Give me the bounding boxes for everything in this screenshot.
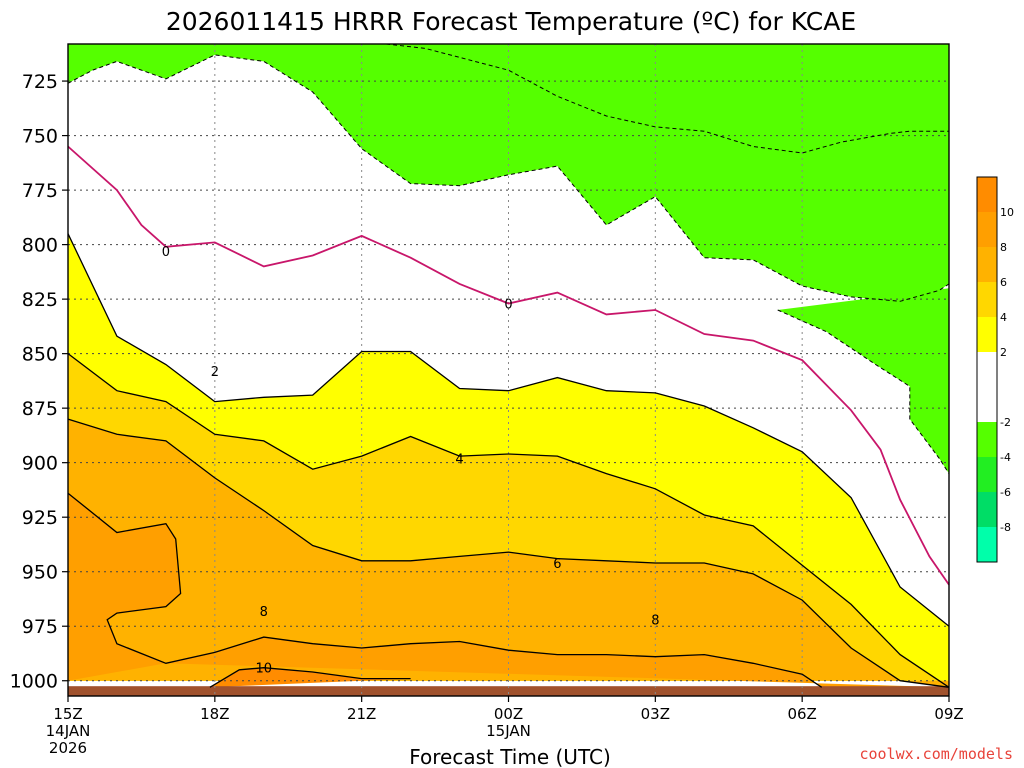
x-tick-label: 03Z [641,705,670,723]
y-tick-label: 1000 [10,671,58,693]
colorbar-tick-label: -4 [1000,451,1011,464]
x-tick-label: 06Z [787,705,816,723]
credit-text: coolwx.com/models [859,745,1013,763]
x-tick-label: 2026 [49,739,87,757]
x-tick-label: 15JAN [486,722,531,740]
x-tick-label: 21Z [347,705,376,723]
isotherm-contours [67,43,950,688]
colorbar-tick-label: 6 [1000,276,1007,289]
x-tick-label: 09Z [934,705,963,723]
y-tick-label: 925 [22,507,58,529]
colorbar-frame [976,176,998,563]
isotherm-6 [67,418,950,688]
contour-minus6 [386,43,949,154]
colorbar-tick-label: 8 [1000,241,1007,254]
y-tick-label: 725 [22,71,58,93]
colorbar-band [977,177,997,212]
contour-label-8: 8 [260,605,268,620]
y-tick-label: 850 [22,344,58,366]
contour-label-0: 0 [504,297,512,312]
colorbar-band [977,527,997,562]
colorbar-tick-label: -8 [1000,521,1011,534]
fill-orange-pool [68,493,181,681]
fill-minus4-band-right [777,288,949,474]
contour-label-2: 2 [211,365,219,380]
colorbar-band [977,282,997,317]
colorbar-band [977,247,997,282]
colorbar-tick-label: -6 [1000,486,1011,499]
contour-label-4: 4 [455,452,463,467]
y-tick-label: 975 [22,616,58,638]
y-tick-label: 875 [22,398,58,420]
colorbar-band [977,457,997,492]
contour-label-10: 10 [256,662,273,677]
freezing-isotherm [67,145,950,586]
contour-minus4-right [777,309,950,474]
x-tick-label: 18Z [200,705,229,723]
x-axis-label: Forecast Time (UTC) [409,745,611,768]
y-tick-label: 950 [22,562,58,584]
y-tick-label: 750 [22,126,58,148]
contour-label-8: 8 [651,614,659,629]
colorbar-tick-label: 2 [1000,346,1007,359]
colorbar-tick-label: 4 [1000,311,1007,324]
contour-label-6: 6 [553,557,561,572]
x-tick-label: 14JAN [46,722,91,740]
fill-dark-orange [209,667,411,688]
contour-label-0: 0 [162,245,170,260]
x-tick-label: 15Z [53,705,82,723]
isotherm-2 [67,233,950,627]
y-tick-label: 800 [22,235,58,257]
colorbar-band [977,492,997,527]
colorbar-band [977,422,997,457]
chart-title: 2026011415 HRRR Forecast Temperature (ºC… [166,7,856,36]
isotherm-4 [67,353,950,688]
x-tick-label: 00Z [494,705,523,723]
colorbar-tick-label: 10 [1000,206,1014,219]
y-tick-label: 825 [22,289,58,311]
ground-strip [68,686,949,696]
colorbar-band [977,352,997,422]
fill-minus4-band [68,44,949,302]
y-tick-label: 775 [22,180,58,202]
colorbar-band [977,212,997,247]
fill-light-orange [68,419,949,688]
contour-labels: 2 4 6 8 8 10 0 0 [162,245,660,677]
isotherm-10 [209,667,411,688]
y-tick-label: 900 [22,453,58,475]
y-axis: 725 750 775 800 825 850 875 900 925 950 975 1000 [10,71,68,693]
colorbar: 10 8 6 4 2 -2 -4 -6 -8 [976,176,1014,563]
isotherm-8 [67,492,823,688]
colorbar-tick-label: -2 [1000,416,1011,429]
colorbar-band [977,317,997,352]
plot-area: 2 4 6 8 8 10 0 0 [67,43,950,697]
